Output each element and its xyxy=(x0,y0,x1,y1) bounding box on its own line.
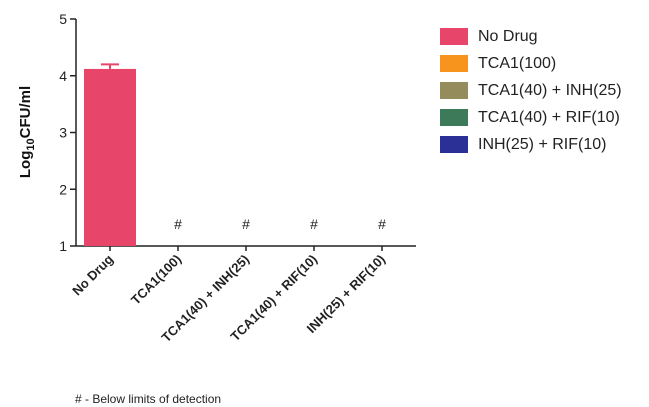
legend-swatch xyxy=(440,28,468,45)
legend-swatch xyxy=(440,109,468,126)
y-tick-label: 3 xyxy=(59,125,67,141)
legend-label: TCA1(40) + RIF(10) xyxy=(478,108,620,126)
below-detection-mark: # xyxy=(242,216,250,232)
category-labels: No Drug TCA1(100)TCA1(40) + INH(25)TCA1(4… xyxy=(69,251,388,345)
category-label: No Drug xyxy=(69,251,116,298)
legend-swatch xyxy=(440,82,468,99)
below-detection-mark: # xyxy=(174,216,182,232)
legend-item: No Drug xyxy=(440,24,622,49)
legend-item: INH(25) + RIF(10) xyxy=(440,132,622,157)
legend-item: TCA1(40) + INH(25) xyxy=(440,78,622,103)
legend-swatch xyxy=(440,55,468,72)
y-tick-label: 2 xyxy=(59,181,67,197)
below-detection-mark: # xyxy=(378,216,386,232)
category-label: TCA1(100) xyxy=(128,252,184,308)
legend-item: TCA1(40) + RIF(10) xyxy=(440,105,622,130)
y-axis-label: Log10CFU/ml xyxy=(17,86,37,178)
footnote: # - Below limits of detection xyxy=(75,392,222,406)
legend-label: TCA1(100) xyxy=(478,54,557,72)
bar-0 xyxy=(84,68,136,246)
legend-swatch xyxy=(440,136,468,153)
legend: No Drug TCA1(100) TCA1(40) + INH(25) TCA1(4… xyxy=(440,24,622,159)
y-tick-label: 1 xyxy=(59,238,67,254)
below-detection-mark: # xyxy=(310,216,318,232)
legend-label: No Drug xyxy=(478,27,538,45)
legend-label: TCA1(40) + INH(25) xyxy=(478,81,622,99)
below-detection-marks: # # # # xyxy=(174,216,386,232)
y-axis-title: Log10CFU/ml xyxy=(17,86,37,178)
bars xyxy=(84,63,136,246)
legend-label: INH(25) + RIF(10) xyxy=(478,135,607,153)
legend-item: TCA1(100) xyxy=(440,51,622,76)
y-tick-label: 5 xyxy=(59,11,67,27)
y-tick-label: 4 xyxy=(59,68,67,84)
